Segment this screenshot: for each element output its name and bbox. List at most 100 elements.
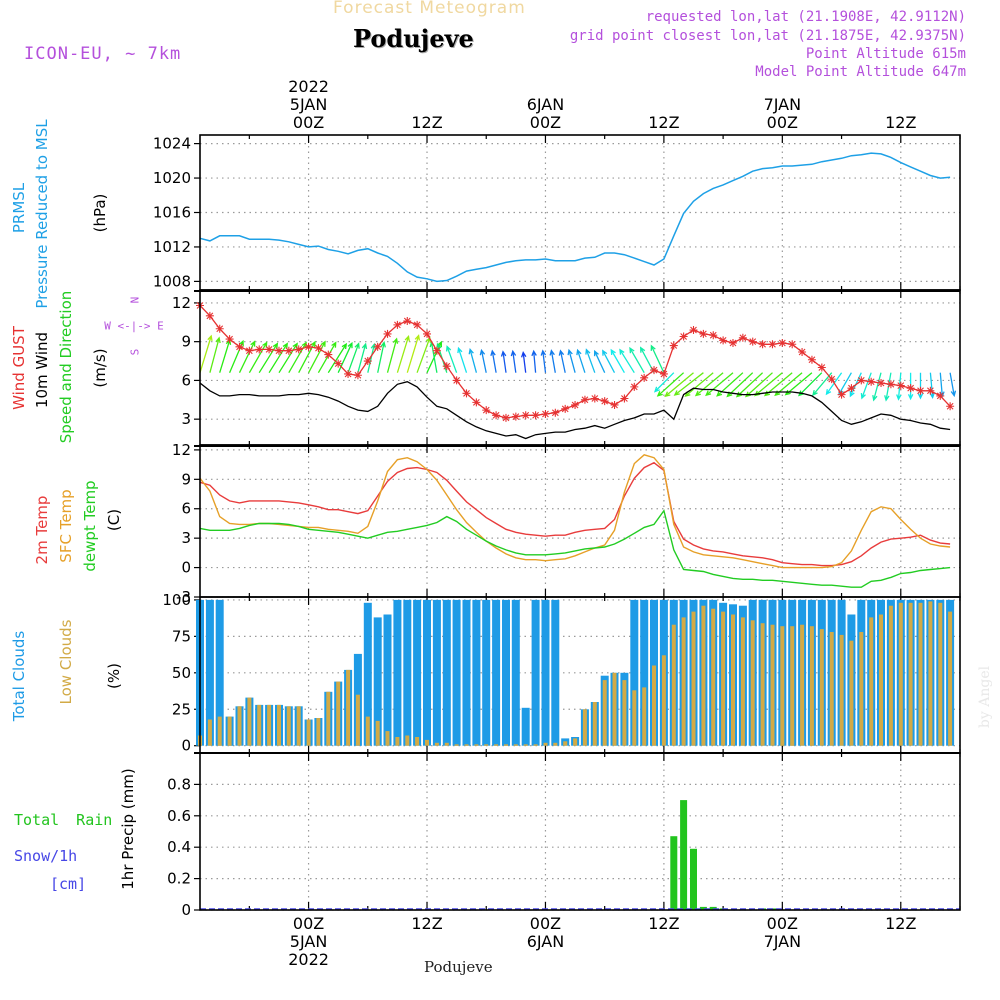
low-clouds-bar bbox=[632, 690, 637, 746]
low-clouds-bar bbox=[454, 744, 459, 746]
temp-2m-line bbox=[199, 461, 951, 567]
low-clouds-bar bbox=[681, 617, 686, 746]
clouds-unit-label: (%) bbox=[105, 663, 123, 689]
low-clouds-bar bbox=[523, 744, 528, 746]
wind-vector-arrow bbox=[673, 372, 704, 396]
wind-vector-arrow bbox=[744, 372, 773, 398]
compass-south: S bbox=[128, 348, 142, 356]
clouds-ytick-label: 50 bbox=[172, 664, 191, 682]
wind-gust-marker bbox=[551, 408, 560, 417]
snow-label: Snow/1h bbox=[14, 847, 78, 865]
compass-north: N bbox=[128, 296, 142, 304]
low-clouds-bar bbox=[375, 720, 380, 746]
wind-gust-marker bbox=[452, 376, 461, 385]
total-clouds-bar bbox=[511, 599, 520, 746]
wind-vector-arrow bbox=[199, 334, 213, 373]
wind-vector-arrow bbox=[468, 347, 478, 373]
wind-vector-arrow bbox=[576, 348, 586, 373]
total-clouds-bar bbox=[423, 599, 431, 746]
precip-axis-label: 1hr Precip (mm) bbox=[119, 768, 137, 890]
total-clouds-bar bbox=[373, 617, 382, 746]
low-clouds-bar bbox=[286, 706, 291, 746]
low-clouds-bar bbox=[267, 704, 272, 746]
compass-west-east: W <-|-> E bbox=[104, 319, 164, 333]
low-clouds-bar bbox=[859, 632, 864, 746]
pressure-ytick-label: 1008 bbox=[153, 272, 191, 290]
low-clouds-bar bbox=[642, 687, 647, 746]
wind-vector-arrow bbox=[308, 340, 326, 374]
temperature-ytick-label: 6 bbox=[181, 500, 191, 518]
wind-gust-marker bbox=[689, 326, 698, 335]
temp-dewpt-line bbox=[199, 509, 951, 588]
wind-gust-marker bbox=[561, 404, 570, 413]
low-clouds-bar bbox=[711, 608, 716, 746]
total-clouds-bar bbox=[502, 599, 510, 746]
wind-gust-marker bbox=[324, 350, 333, 359]
wind-gust-marker bbox=[788, 340, 797, 349]
low-clouds-bar bbox=[908, 602, 913, 746]
low-clouds-bar bbox=[819, 629, 824, 746]
total-clouds-bar bbox=[482, 599, 491, 746]
wind-gust-marker bbox=[511, 412, 520, 421]
total-rain-label: Total Rain bbox=[14, 811, 113, 829]
time-label-bottom: 7JAN bbox=[764, 932, 802, 951]
wind-gust-marker bbox=[571, 400, 580, 409]
wind-vector-arrow bbox=[219, 338, 232, 373]
total-clouds-bar bbox=[215, 599, 224, 746]
temp-2m-label: 2m Temp bbox=[33, 495, 51, 565]
wind-vector-arrow bbox=[619, 348, 635, 374]
wind-vector-arrow bbox=[416, 336, 431, 373]
wind-gust-marker bbox=[255, 345, 264, 354]
wind-gust-marker bbox=[590, 394, 599, 403]
low-clouds-bar bbox=[948, 611, 953, 746]
time-label-bottom: 5JAN bbox=[290, 932, 328, 951]
wind-gust-marker bbox=[778, 338, 787, 347]
low-clouds-bar bbox=[395, 737, 400, 746]
wind-vector-arrow bbox=[838, 372, 852, 396]
total-clouds-bar bbox=[541, 599, 550, 746]
wind-gust-marker bbox=[886, 380, 895, 389]
wind-vector-arrow bbox=[629, 346, 645, 374]
wind-gust-marker bbox=[748, 337, 757, 346]
wind-gust-marker bbox=[531, 411, 540, 420]
wind-gust-marker bbox=[926, 386, 935, 395]
wind-gust-marker bbox=[946, 402, 955, 411]
temperature-frame bbox=[199, 444, 961, 598]
wind-gust-marker bbox=[936, 391, 945, 400]
time-label-bottom: 12Z bbox=[411, 914, 442, 933]
wind-gust-marker bbox=[344, 369, 353, 378]
low-clouds-bar bbox=[790, 626, 795, 746]
low-clouds-bar bbox=[731, 614, 735, 746]
wind-gust-marker bbox=[265, 345, 274, 354]
time-label-top: 00Z bbox=[293, 113, 324, 132]
pressure-unit-label: (hPa) bbox=[91, 193, 109, 233]
model-name: ICON-EU, ~ 7km bbox=[24, 44, 182, 64]
total-clouds-bar bbox=[205, 599, 214, 746]
wind-gust-marker bbox=[847, 384, 856, 393]
wind-gust-marker bbox=[738, 333, 747, 342]
low-clouds-bar bbox=[770, 624, 775, 746]
low-clouds-bar bbox=[898, 602, 903, 746]
low-clouds-bar bbox=[750, 620, 755, 746]
low-clouds-bar bbox=[405, 735, 410, 746]
low-clouds-bar bbox=[602, 680, 607, 746]
low-clouds-bar bbox=[247, 697, 252, 746]
temperature-ytick-label: 3 bbox=[181, 529, 191, 547]
low-clouds-bar bbox=[464, 744, 469, 746]
rain-bar bbox=[690, 848, 697, 910]
low-clouds-bar bbox=[444, 742, 449, 746]
low-clouds-bar bbox=[592, 702, 597, 746]
wind-gust-marker bbox=[630, 382, 639, 391]
pressure-ytick-label: 1020 bbox=[153, 169, 191, 187]
grid-point-coordinates: grid point closest lon,lat (21.1875E, 42… bbox=[569, 28, 966, 44]
time-label-bottom: 00Z bbox=[767, 914, 798, 933]
requested-coordinates: requested lon,lat (21.1908E, 42.9112N) bbox=[645, 9, 966, 25]
total-clouds-bar bbox=[462, 599, 471, 746]
temp-sfc-label: SFC Temp bbox=[57, 489, 75, 563]
rain-bar bbox=[670, 836, 678, 910]
low-clouds-bar bbox=[809, 626, 814, 746]
low-clouds-bar bbox=[839, 634, 844, 746]
wind-10m-label: 10m Wind bbox=[33, 331, 51, 409]
low-clouds-bar bbox=[504, 744, 508, 746]
wind-vector-arrow bbox=[694, 372, 724, 397]
